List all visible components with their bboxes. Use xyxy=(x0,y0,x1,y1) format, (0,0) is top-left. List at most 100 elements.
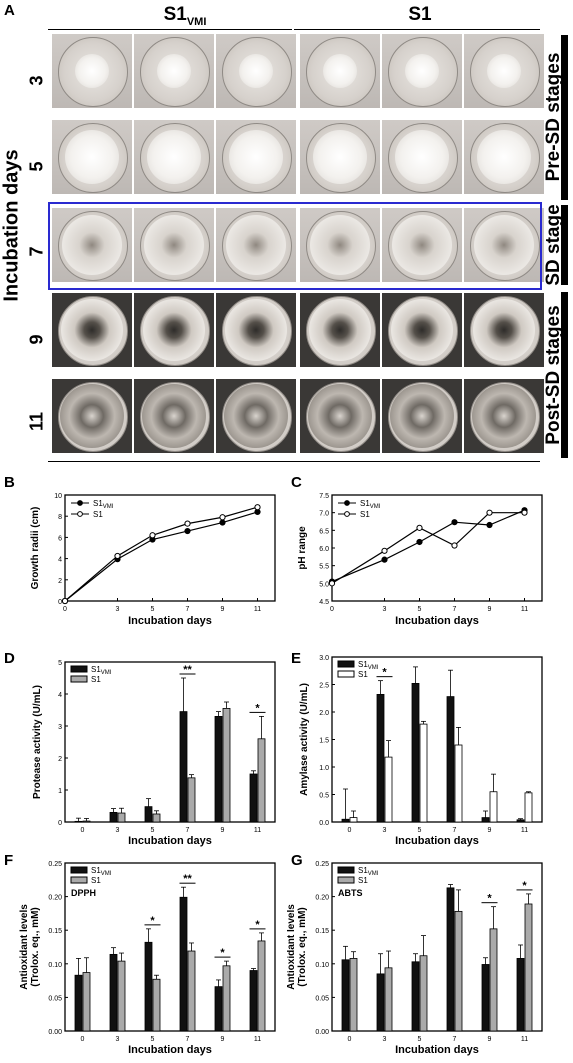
group-header-s1vmi: S1VMI xyxy=(80,4,290,28)
y-tick-label: 0.5 xyxy=(319,793,329,800)
x-tick-label: 0 xyxy=(348,827,352,834)
data-point-s1vmi xyxy=(184,527,191,535)
fungal-colony xyxy=(225,299,287,361)
fungal-colony xyxy=(144,215,204,275)
row-label-day5: 5 xyxy=(26,161,47,172)
bar-s1vmi-day0 xyxy=(341,959,350,1032)
significance-marker: * xyxy=(255,919,260,931)
data-point-s1 xyxy=(486,509,493,516)
x-axis-label: Incubation days xyxy=(128,1044,212,1056)
y-tick-label: 1 xyxy=(58,788,62,795)
x-tick-label: 7 xyxy=(186,606,190,613)
y-tick-label: 5.5 xyxy=(319,564,329,571)
stage-bar-post-sd xyxy=(561,292,568,458)
row-label-day3: 3 xyxy=(26,75,47,86)
legend-label-s1vmi: S1VMI xyxy=(358,866,379,877)
bar-s1vmi-day7 xyxy=(446,696,455,823)
legend-swatch-s1vmi xyxy=(337,660,355,668)
y-tick-label: 10 xyxy=(54,493,62,500)
bar-s1-day0 xyxy=(82,820,91,823)
y-tick-label: 0.15 xyxy=(315,928,329,935)
x-tick-label: 7 xyxy=(186,1036,190,1043)
sd-stage-highlight-box xyxy=(48,202,542,290)
growth-radii-chart: 0 2 4 6 8 10 0 3 5 7 9 11 Incubation days Growth radi… xyxy=(30,493,276,627)
amylase-activity-chart: 0.0 0.5 1.0 1.5 2.0 2.5 3.0 0 3 5 7 9 11 * Incubation … xyxy=(299,655,543,847)
bar-s1-day3 xyxy=(384,756,393,823)
significance-marker: * xyxy=(487,893,492,905)
legend-swatch-s1 xyxy=(70,876,88,884)
fungal-colony xyxy=(309,299,371,361)
fungal-colony xyxy=(310,215,370,275)
legend-label-s1vmi: S1VMI xyxy=(91,665,112,676)
x-tick-label: 11 xyxy=(521,606,528,613)
fungal-colony xyxy=(61,299,123,361)
bar-s1-day7 xyxy=(454,910,463,1032)
bar-s1-day0 xyxy=(349,817,358,823)
bar-s1-day11 xyxy=(257,940,266,1032)
plot-frame xyxy=(64,661,276,823)
x-tick-label: 5 xyxy=(418,1036,422,1043)
data-point-s1vmi xyxy=(219,519,226,526)
petri-dish-day11-s1-3 xyxy=(464,379,544,453)
group-header-s1: S1 xyxy=(408,4,432,25)
bar-s1vmi-day5 xyxy=(411,961,420,1032)
dpph-antioxidant-chart: 0.000.050.100.150.200.250 3 5 7 9 11*****Incu… xyxy=(19,861,276,1056)
fungal-colony xyxy=(392,215,452,275)
y-tick-label: 0.15 xyxy=(48,928,62,935)
y-tick-label: 4 xyxy=(58,557,62,564)
plot-frame xyxy=(64,494,276,602)
x-tick-label: 0 xyxy=(348,1036,352,1043)
x-tick-label: 3 xyxy=(116,827,120,834)
fungal-colony xyxy=(224,384,288,448)
petri-dish-day9-s1-1 xyxy=(300,293,380,367)
y-tick-label: 1.5 xyxy=(319,738,329,745)
series-line-s1 xyxy=(64,506,258,602)
x-tick-label: 11 xyxy=(254,1036,261,1043)
stage-label-pre-sd: Pre-SD stages xyxy=(543,52,564,182)
bar-s1vmi-day11 xyxy=(249,773,258,823)
y-tick-label: 3.0 xyxy=(319,655,329,662)
bar-s1-day9 xyxy=(489,791,498,823)
fungal-colony xyxy=(147,130,201,184)
petri-dish-day11-s1vmi-1 xyxy=(52,379,132,453)
y-tick-label: 0.00 xyxy=(315,1029,329,1036)
stage-bar-sd xyxy=(561,205,568,285)
bar-s1vmi-day9 xyxy=(481,817,490,823)
y-tick-label: 0.05 xyxy=(48,995,62,1002)
significance-marker: ** xyxy=(183,873,192,885)
y-tick-label: 8 xyxy=(58,514,62,521)
stage-label-sd: SD stage xyxy=(543,204,564,286)
row-label-day11: 11 xyxy=(26,411,47,432)
data-point-s1 xyxy=(61,597,69,605)
x-tick-label: 9 xyxy=(488,606,492,613)
bar-s1vmi-day9 xyxy=(214,716,223,823)
bar-s1vmi-day3 xyxy=(109,953,118,1032)
x-tick-label: 9 xyxy=(221,606,225,613)
fungal-colony xyxy=(390,384,454,448)
legend-label-s1: S1 xyxy=(93,510,103,519)
group-line-s1 xyxy=(294,29,540,30)
legend-label-s1vmi: S1VMI xyxy=(93,499,114,510)
legend-swatch-s1 xyxy=(337,670,355,678)
bar-s1-day0 xyxy=(349,958,358,1032)
x-tick-label: 11 xyxy=(521,1036,528,1043)
bar-s1vmi-day0 xyxy=(341,818,350,823)
data-point-s1 xyxy=(149,532,156,539)
x-tick-label: 9 xyxy=(488,1036,492,1043)
x-tick-label: 7 xyxy=(453,1036,457,1043)
data-point-s1vmi xyxy=(451,519,458,526)
bar-s1-day9 xyxy=(222,965,231,1032)
y-axis-label: Protease activity (U/mL) xyxy=(32,685,43,799)
petri-dish-day5-s1-3 xyxy=(464,120,544,194)
y-tick-label: 0 xyxy=(58,820,62,827)
panel-e-label: E xyxy=(291,650,302,667)
petri-dish-day3-s1-2 xyxy=(382,34,462,108)
bar-s1-day7 xyxy=(187,777,196,823)
y-axis-label: pH range xyxy=(297,526,308,570)
data-point-s1 xyxy=(416,524,423,531)
y-tick-label: 2 xyxy=(58,578,62,585)
petri-dish-day9-s1vmi-1 xyxy=(52,293,132,367)
y-tick-label: 0.25 xyxy=(48,861,62,868)
data-point-s1 xyxy=(451,542,458,549)
bar-s1vmi-day5 xyxy=(411,682,420,823)
